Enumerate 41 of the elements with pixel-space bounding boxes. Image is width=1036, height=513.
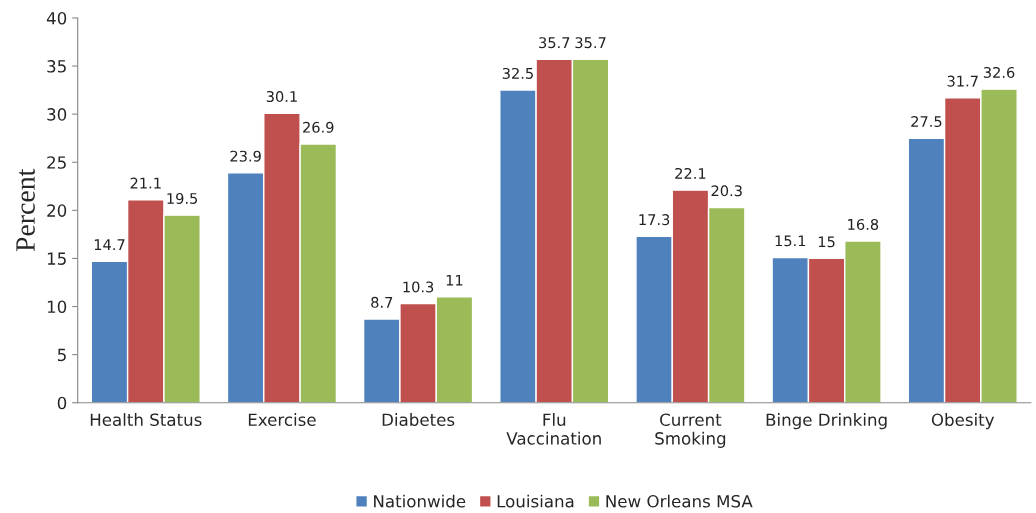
data-label: 27.5 xyxy=(911,116,942,128)
data-label: 23.9 xyxy=(230,150,261,162)
data-label: 14.7 xyxy=(94,239,125,250)
y-tick-label: 30 xyxy=(47,108,67,121)
data-label: 31.7 xyxy=(947,75,978,87)
y-tick-label: 40 xyxy=(46,11,67,25)
x-tick-label: Current Smoking xyxy=(655,413,726,448)
data-label: 19.5 xyxy=(167,192,198,204)
y-tick-label: 15 xyxy=(47,252,66,265)
y-tick-label: 20 xyxy=(47,204,67,217)
data-label: 35.7 xyxy=(539,37,570,49)
data-label: 21.1 xyxy=(130,177,161,189)
data-label: 10.3 xyxy=(403,281,434,293)
data-label: 15.1 xyxy=(775,235,806,247)
x-tick-label: Obesity xyxy=(931,413,995,430)
data-label: 8.7 xyxy=(371,296,393,308)
legend-label: Nationwide xyxy=(374,494,466,508)
data-label: 15 xyxy=(818,236,835,248)
y-tick-label: 35 xyxy=(47,60,66,73)
y-tick-label: 10 xyxy=(47,300,67,314)
x-tick-label: Exercise xyxy=(248,413,316,427)
data-label: 35.7 xyxy=(575,37,606,49)
x-tick-label: Binge Drinking xyxy=(766,413,887,430)
y-tick-label: 25 xyxy=(47,156,66,169)
data-label: 20.3 xyxy=(711,185,742,197)
data-label: 32.6 xyxy=(983,66,1015,78)
y-axis-title: Percent xyxy=(16,168,35,252)
legend-label: New Orleans MSA xyxy=(606,494,753,508)
data-label: 16.8 xyxy=(848,218,879,230)
data-label: 22.1 xyxy=(675,167,706,179)
y-tick-label: 5 xyxy=(57,348,66,362)
data-label: 26.9 xyxy=(303,121,334,133)
x-tick-label: Health Status xyxy=(90,413,202,427)
legend-label: Louisiana xyxy=(497,494,574,508)
x-tick-label: Diabetes xyxy=(382,413,455,427)
data-label: 32.5 xyxy=(502,67,533,79)
y-tick-label: 0 xyxy=(57,396,67,410)
data-label: 17.3 xyxy=(639,214,670,226)
data-label: 30.1 xyxy=(266,90,297,103)
x-tick-label: Flu Vaccination xyxy=(506,413,601,445)
data-label: 11 xyxy=(446,274,463,286)
